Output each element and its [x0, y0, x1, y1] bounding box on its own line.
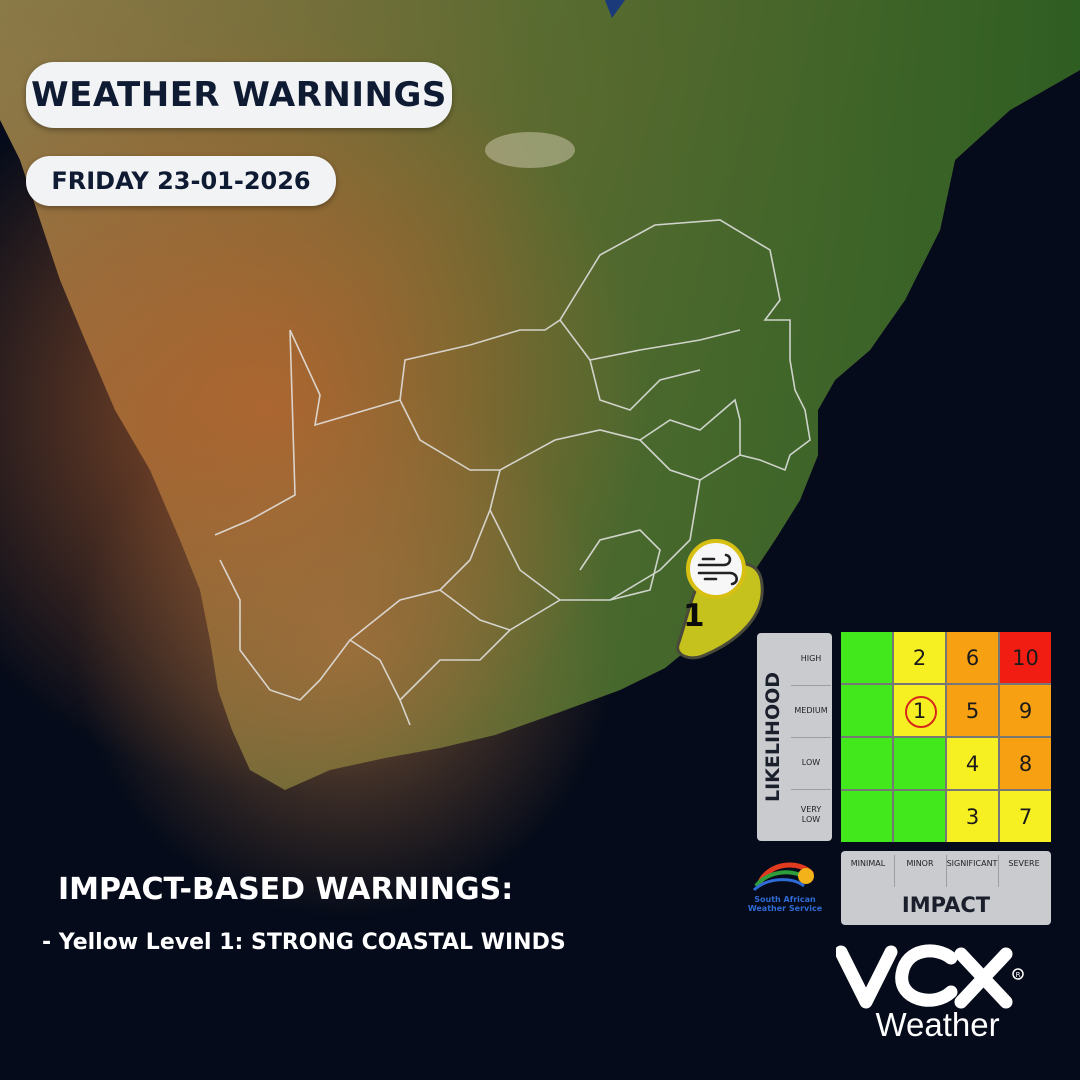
saws-logo [752, 862, 814, 892]
matrix-cell: 7 [1000, 791, 1051, 842]
impact-minor: MINOR [906, 859, 934, 868]
impact-significant: SIGNIFICANT [946, 859, 998, 868]
matrix-cell: 9 [1000, 685, 1051, 736]
province-borders [214, 219, 811, 726]
matrix-cell [841, 791, 892, 842]
warning-item: - Yellow Level 1: STRONG COASTAL WINDS [42, 930, 566, 955]
matrix-cell [894, 791, 945, 842]
vox-weather-label: Weather [875, 1006, 1000, 1043]
likelihood-title: LIKELIHOOD [762, 671, 784, 803]
impact-severe: SEVERE [1008, 859, 1040, 868]
impact-panel: MINIMAL MINOR SIGNIFICANT SEVERE IMPACT [841, 851, 1051, 925]
matrix-cell [841, 685, 892, 736]
risk-matrix: 2 6 10 1 5 9 4 8 3 7 [841, 632, 1051, 842]
warning-level-label: 1 [683, 598, 705, 634]
highlight-ring [905, 696, 937, 728]
matrix-cell-value: 1 [912, 698, 927, 723]
matrix-cell [841, 632, 892, 683]
matrix-cell: 8 [1000, 738, 1051, 789]
wind-icon [686, 539, 746, 599]
vox-logo: R [836, 944, 1024, 1009]
likelihood-panel: LIKELIHOOD HIGH MEDIUM LOW VERY LOW [757, 633, 832, 841]
impact-title: IMPACT [901, 893, 991, 917]
impact-minimal: MINIMAL [850, 859, 886, 868]
matrix-cell: 6 [947, 632, 998, 683]
saws-logo-text: South African Weather Service [747, 895, 823, 913]
likelihood-very-low: VERY LOW [800, 804, 822, 824]
date-badge: FRIDAY 23-01-2026 [26, 156, 336, 206]
matrix-cell: 3 [947, 791, 998, 842]
matrix-cell: 2 [894, 632, 945, 683]
matrix-cell [894, 738, 945, 789]
page-title: WEATHER WARNINGS [26, 62, 452, 128]
likelihood-high: HIGH [800, 653, 822, 663]
likelihood-medium: MEDIUM [794, 705, 828, 715]
matrix-cell: 10 [1000, 632, 1051, 683]
warnings-heading: IMPACT-BASED WARNINGS: [58, 872, 514, 907]
matrix-cell: 4 [947, 738, 998, 789]
matrix-cell: 1 [894, 685, 945, 736]
matrix-cell [841, 738, 892, 789]
svg-text:R: R [1016, 971, 1021, 979]
matrix-cell: 5 [947, 685, 998, 736]
likelihood-low: LOW [801, 757, 821, 767]
